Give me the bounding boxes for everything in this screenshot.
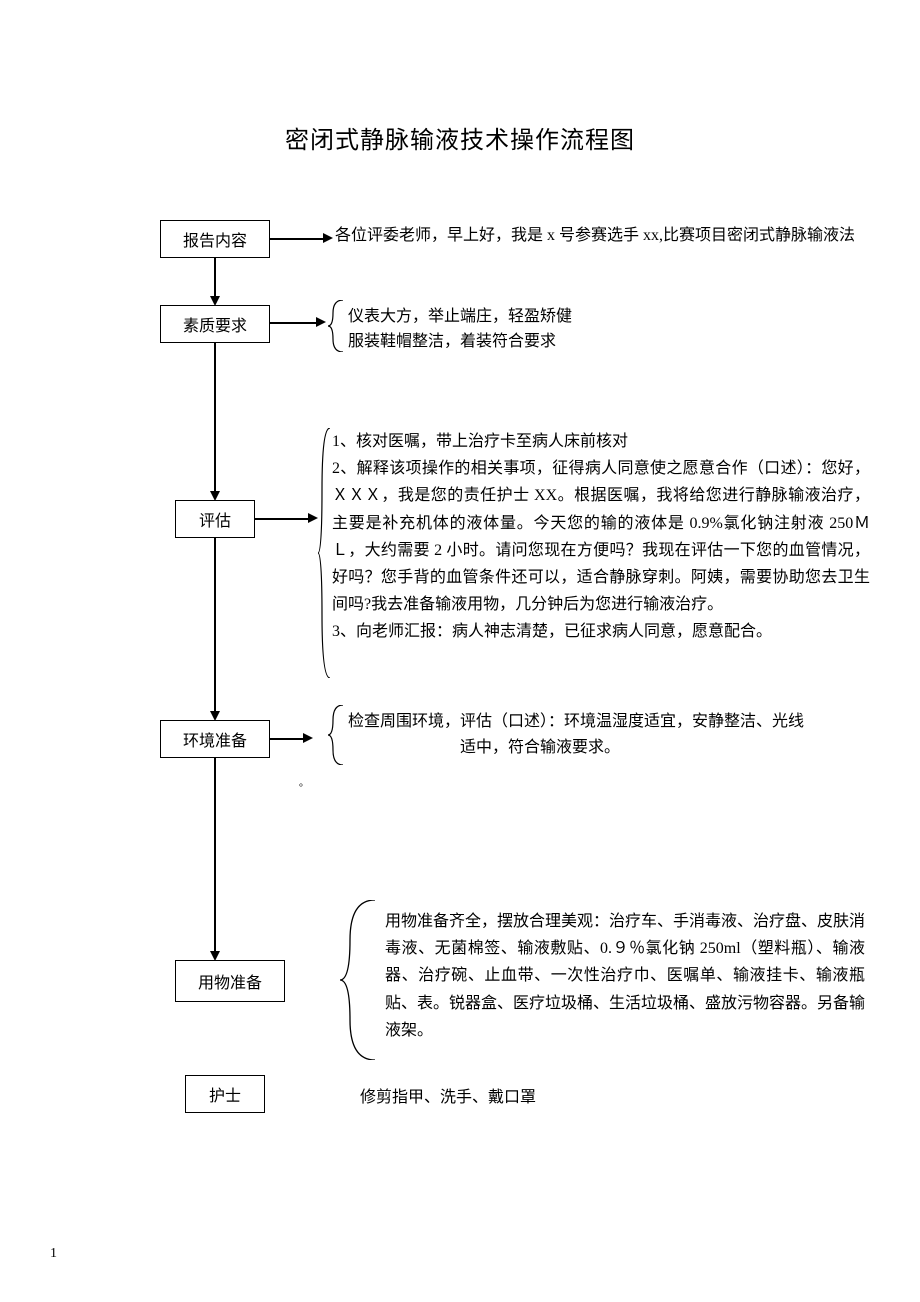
desc-quality-2: 服装鞋帽整洁，着装符合要求 [348,328,828,355]
node-label: 报告内容 [183,227,247,251]
brace-assess [318,428,332,678]
desc-quality-1: 仪表大方，举止端庄，轻盈矫健 [348,303,828,330]
arrow-head-h2 [316,317,326,327]
node-label: 护士 [209,1082,241,1106]
page-number: 1 [50,1246,57,1262]
arrow-h4 [270,738,305,740]
node-label: 素质要求 [183,312,247,336]
arrow-v3 [214,538,216,713]
node-label: 环境准备 [183,727,247,751]
desc-environment: 检查周围环境，评估（口述）：环境温湿度适宜，安静整洁、光线 [348,708,868,735]
arrow-h2 [270,322,318,324]
node-environment: 环境准备 [160,720,270,758]
brace-env [328,705,346,765]
node-assess: 评估 [175,500,255,538]
desc-nurse: 修剪指甲、洗手、戴口罩 [360,1084,760,1111]
node-nurse: 护士 [185,1075,265,1113]
arrow-head-h4 [303,733,313,743]
node-label: 用物准备 [198,969,262,993]
arrow-v4 [214,758,216,953]
node-quality: 素质要求 [160,305,270,343]
arrow-v1 [214,258,216,298]
arrow-h3 [255,518,310,520]
arrow-head-h3 [308,513,318,523]
desc-supplies: 用物准备齐全，摆放合理美观：治疗车、手消毒液、治疗盘、皮肤消毒液、无菌棉签、输液… [385,908,865,1044]
small-dot: 。 [299,774,309,789]
arrow-head-h1 [323,233,333,243]
brace-supplies [340,900,380,1060]
desc-environment-2: 适中，符合输液要求。 [460,734,860,761]
brace-quality [328,300,346,352]
arrow-h1 [270,238,325,240]
node-label: 评估 [199,507,231,531]
page-title: 密闭式静脉输液技术操作流程图 [0,0,920,155]
arrow-v2 [214,343,216,493]
node-supplies: 用物准备 [175,960,285,1002]
node-report-content: 报告内容 [160,220,270,258]
desc-assess: 1、核对医嘱，带上治疗卡至病人床前核对 2、解释该项操作的相关事项，征得病人同意… [332,428,870,646]
desc-report: 各位评委老师，早上好，我是 x 号参赛选手 xx,比赛项目密闭式静脉输液法 [335,222,865,249]
